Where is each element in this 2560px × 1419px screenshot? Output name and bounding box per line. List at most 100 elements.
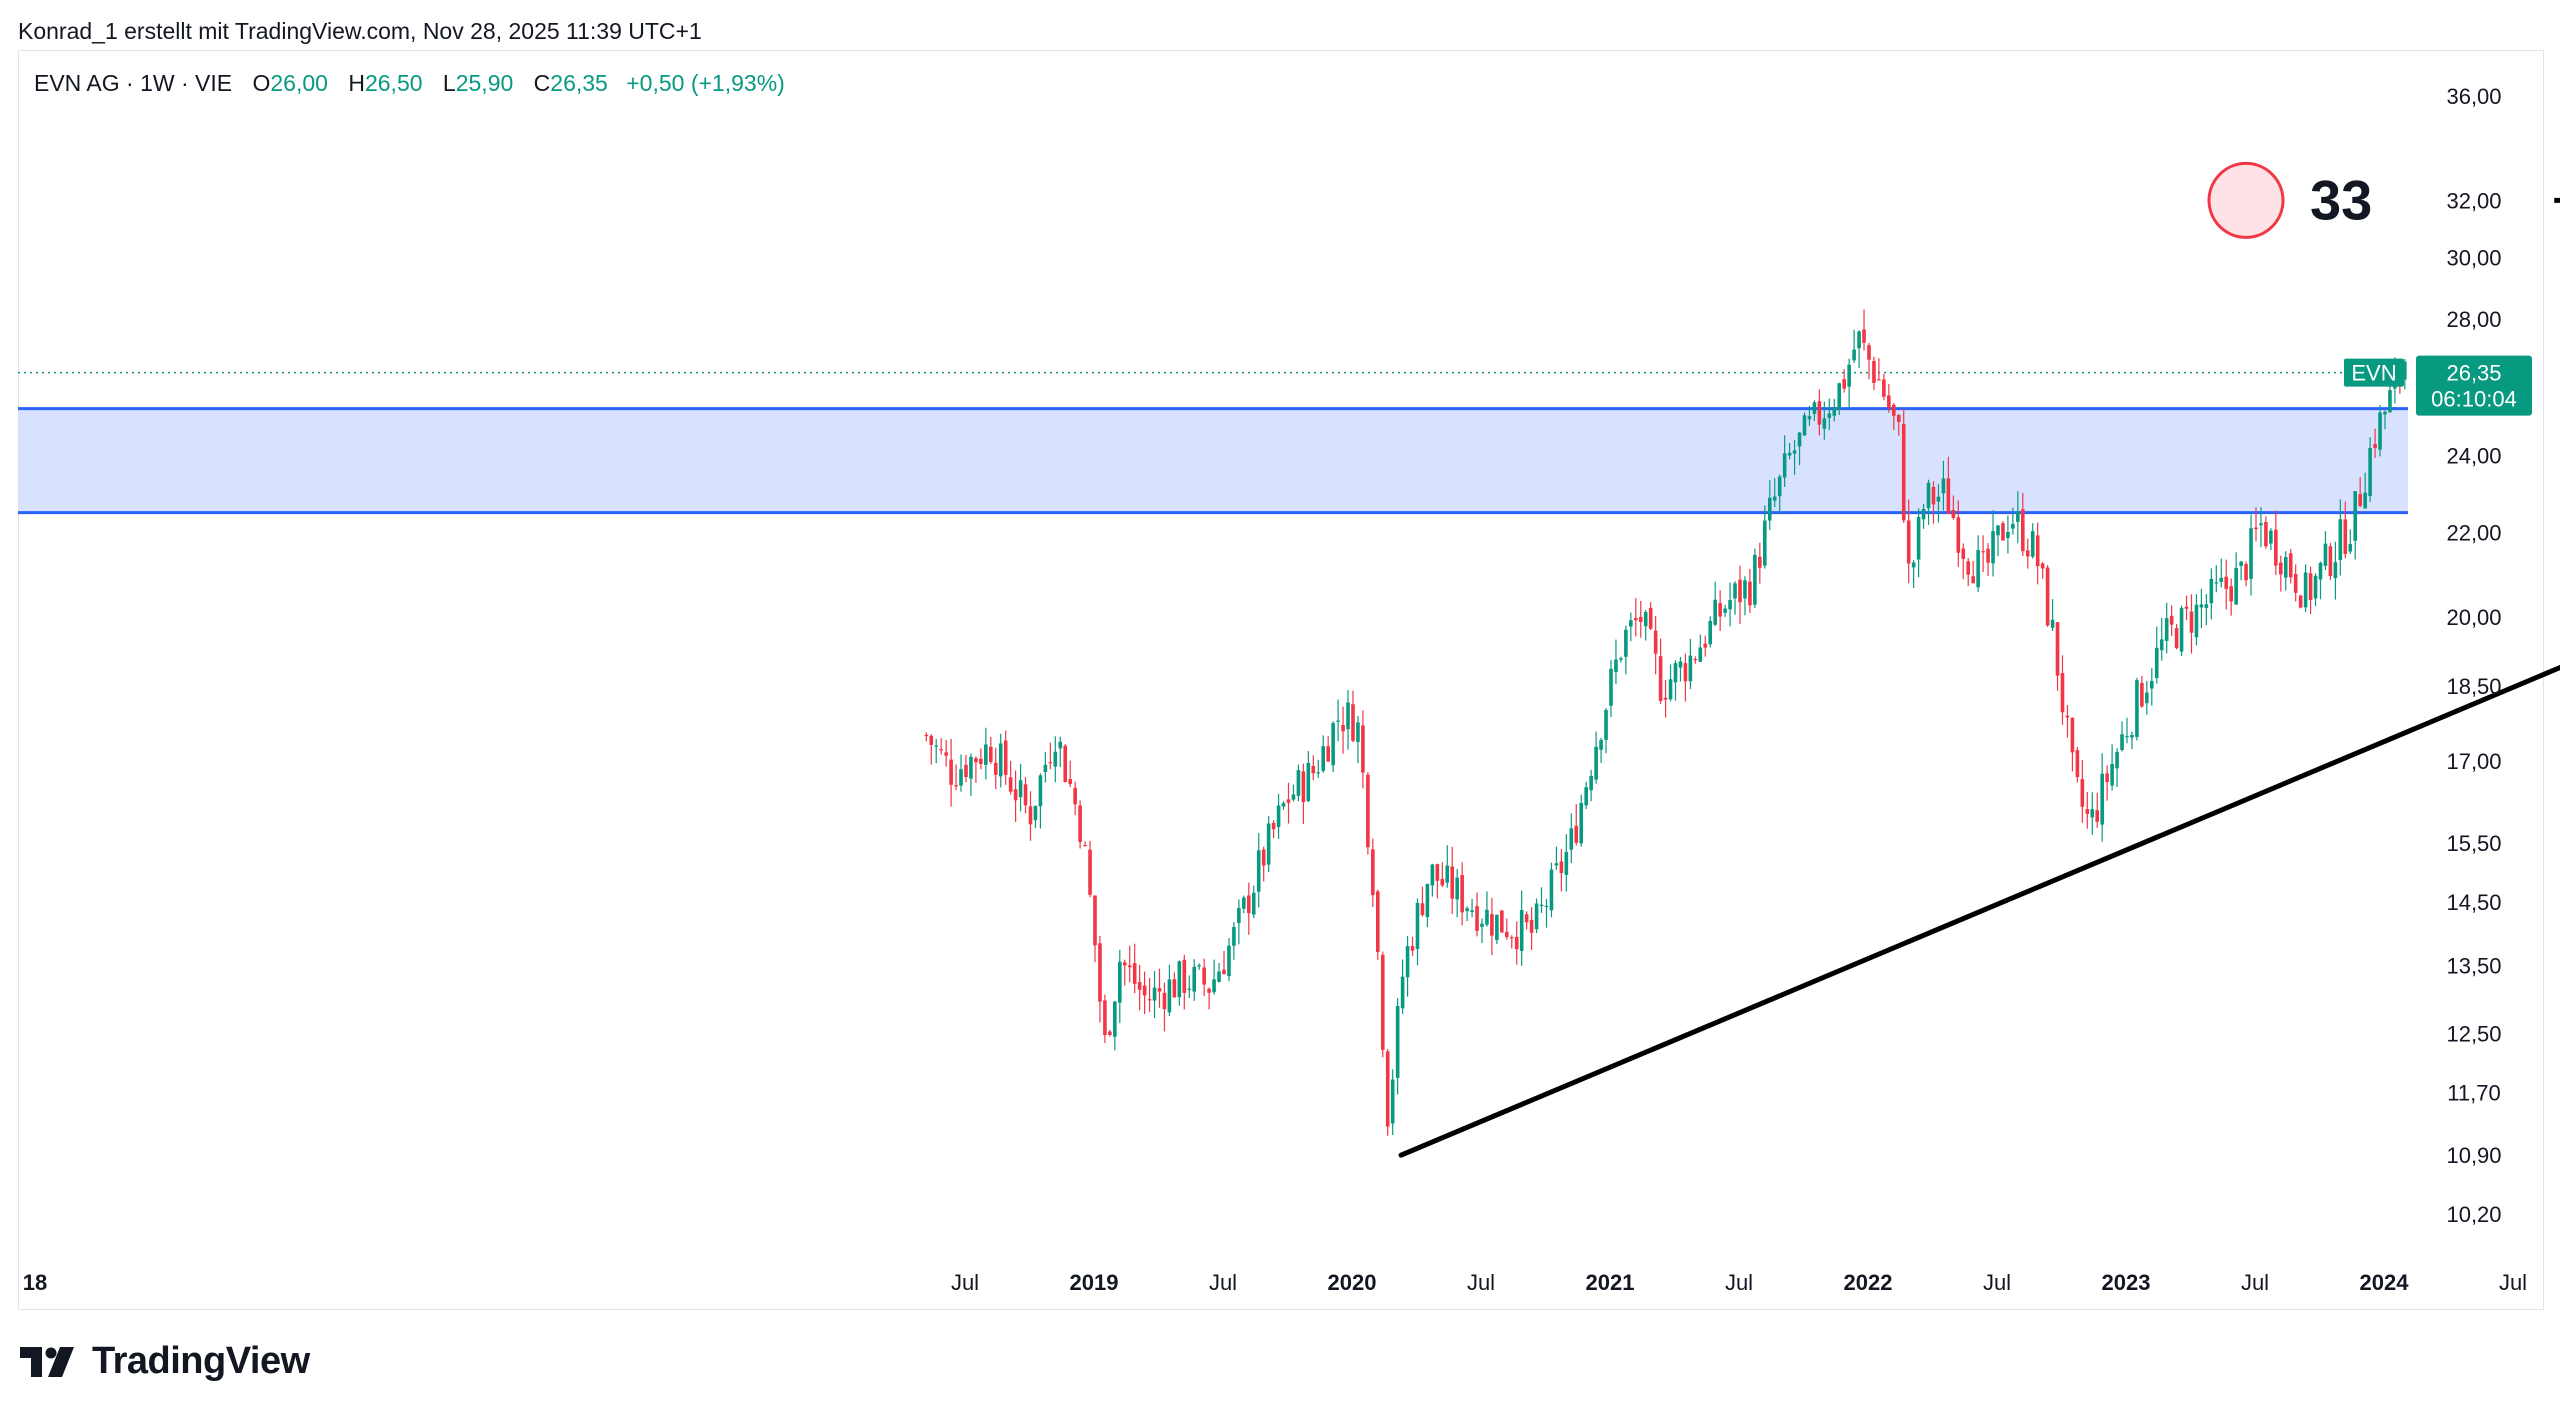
y-axis-tick-label: 10,90 — [2446, 1143, 2501, 1168]
candle-body — [1996, 525, 2000, 536]
y-axis-tick-label: 14,50 — [2446, 890, 2501, 915]
candle-body — [1921, 508, 1926, 520]
candle-body — [2159, 639, 2164, 651]
candle-body — [1440, 879, 1445, 886]
candle-body — [1534, 903, 1539, 930]
candle-body — [2001, 523, 2005, 541]
candle-body — [1554, 863, 1559, 866]
candle-body — [1758, 556, 1762, 568]
candle-body — [2388, 390, 2392, 413]
candle-body — [1981, 551, 1985, 553]
candle-body — [1018, 780, 1023, 798]
candle-body — [1237, 907, 1241, 924]
resistance-zone — [18, 408, 2408, 513]
candle-body — [1688, 655, 1693, 682]
candle-body — [1296, 770, 1301, 796]
candle-body — [2343, 519, 2348, 555]
candle-body — [2025, 550, 2030, 557]
tradingview-logo-icon — [20, 1346, 74, 1377]
candle-body — [1678, 661, 1683, 668]
candle-body — [1256, 850, 1261, 892]
candle-body — [1385, 1051, 1390, 1127]
symbol-legend[interactable]: EVN AG · 1W · VIE O26,00 H26,50 L25,90 C… — [34, 70, 785, 97]
candle-body — [924, 734, 929, 737]
candle-body — [1767, 497, 1772, 521]
candle-body — [1400, 976, 1405, 1009]
candle-body — [1435, 864, 1440, 881]
candle-body — [1787, 452, 1792, 456]
y-axis-tick-label: 30,00 — [2446, 246, 2501, 271]
legend-low: 25,90 — [455, 70, 514, 96]
candle-body — [1410, 946, 1415, 951]
candle-body — [954, 785, 958, 787]
last-price-value: 26,35 — [2446, 361, 2501, 386]
candle-body — [2522, 276, 2526, 278]
candles-group — [924, 273, 2536, 1136]
candle-body — [1088, 849, 1092, 895]
candle-body — [1976, 549, 1980, 588]
candle-body — [1162, 992, 1167, 1010]
candle-body — [2021, 509, 2025, 552]
candle-body — [1524, 914, 1529, 923]
candle-body — [1003, 740, 1008, 775]
candle-body — [2323, 543, 2328, 566]
candle-body — [2274, 529, 2278, 566]
candle-body — [1951, 510, 1956, 518]
candle-body — [1926, 482, 1931, 509]
candle-body — [1589, 776, 1593, 791]
candle-body — [2214, 582, 2219, 584]
candle-body — [1480, 923, 1484, 927]
candle-body — [2264, 521, 2268, 547]
candle-body — [1445, 865, 1450, 883]
y-axis-tick-label: 12,50 — [2446, 1022, 2501, 1047]
candle-body — [2378, 412, 2382, 450]
candle-body — [2184, 606, 2189, 609]
candle-body — [1673, 663, 1678, 683]
x-axis-tick-label: Jul — [1209, 1270, 1237, 1295]
candle-body — [974, 758, 978, 763]
candle-body — [1098, 943, 1102, 1002]
candle-body — [1281, 803, 1286, 807]
candle-body — [1748, 581, 1752, 606]
ascending-trendline — [1398, 664, 2560, 1158]
candle-body — [1698, 647, 1703, 662]
candle-body — [1574, 825, 1579, 843]
candle-body — [2338, 519, 2343, 560]
candle-body — [1187, 988, 1192, 990]
candle-body — [1177, 961, 1182, 998]
candle-body — [1708, 620, 1713, 645]
candle-body — [1743, 580, 1747, 599]
candle-body — [2085, 809, 2090, 814]
candle-body — [1311, 765, 1316, 774]
tradingview-logo[interactable]: TradingView — [20, 1340, 310, 1383]
y-axis-tick-label: 18,50 — [2446, 674, 2501, 699]
candle-body — [2125, 736, 2129, 738]
candle-body — [1931, 486, 1936, 505]
candle-body — [1247, 895, 1251, 914]
candle-body — [1078, 805, 1082, 842]
candle-body — [1723, 608, 1727, 613]
candle-body — [1271, 822, 1276, 830]
candle-body — [1306, 762, 1311, 802]
candle-body — [2303, 572, 2308, 608]
candle-body — [969, 756, 973, 779]
candle-body — [1380, 954, 1385, 1050]
candle-body — [1807, 416, 1812, 420]
candle-body — [1371, 849, 1375, 896]
candle-body — [2368, 448, 2372, 496]
candle-body — [993, 762, 998, 775]
y-axis-tick-label: 36,00 — [2446, 84, 2501, 109]
candle-body — [2348, 544, 2353, 552]
candle-body — [939, 749, 943, 751]
candle-body — [1430, 864, 1435, 886]
y-axis-tick-label: 10,20 — [2446, 1202, 2501, 1227]
candle-body — [2308, 573, 2313, 600]
candle-body — [2100, 773, 2104, 825]
candle-body — [1202, 967, 1206, 985]
candle-body — [1867, 345, 1871, 360]
candle-body — [1604, 709, 1608, 740]
candle-body — [2532, 273, 2536, 302]
candle-body — [2045, 567, 2050, 626]
candle-body — [1063, 745, 1068, 782]
